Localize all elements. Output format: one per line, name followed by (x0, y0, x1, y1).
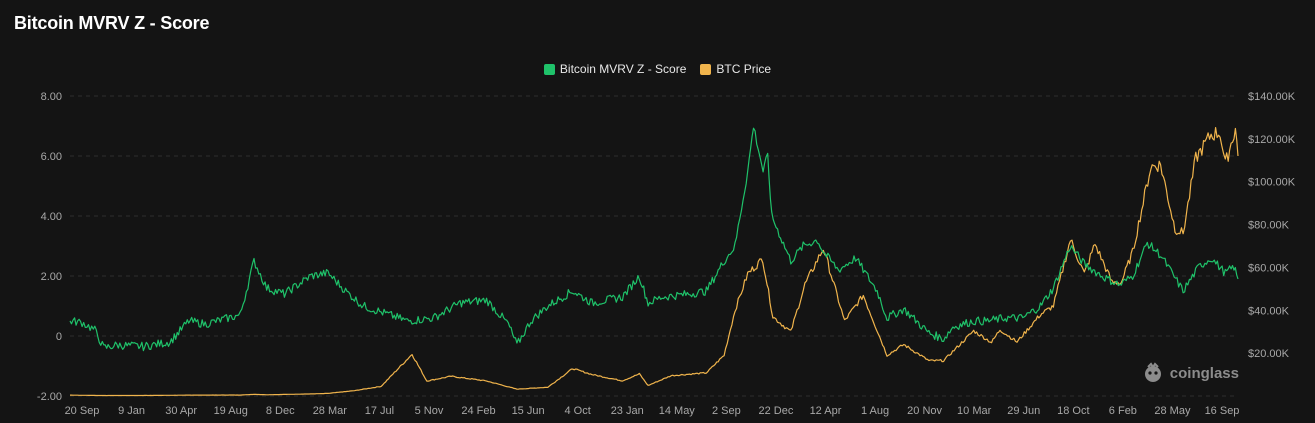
y-left-tick-label: 6.00 (41, 151, 62, 163)
x-tick-label: 19 Aug (214, 405, 248, 417)
mvrv-zscore-line[interactable] (69, 127, 1239, 352)
x-tick-label: 28 Mar (313, 405, 348, 417)
legend-item-zscore[interactable]: Bitcoin MVRV Z - Score (543, 62, 687, 76)
x-tick-label: 20 Sep (65, 405, 100, 417)
x-tick-label: 18 Oct (1057, 405, 1089, 417)
x-tick-label: 4 Oct (565, 405, 591, 417)
x-tick-label: 28 May (1154, 405, 1191, 417)
x-tick-label: 29 Jun (1007, 405, 1040, 417)
x-tick-label: 2 Sep (712, 405, 741, 417)
x-tick-label: 1 Aug (861, 405, 889, 417)
x-tick-label: 16 Sep (1205, 405, 1240, 417)
y-right-tick-label: $100.00K (1248, 177, 1296, 189)
y-right-tick-label: $60.00K (1248, 262, 1290, 274)
coinglass-logo-icon (1144, 362, 1161, 382)
legend-swatch-price (700, 63, 712, 75)
coinglass-watermark: coinglass (1142, 362, 1239, 384)
y-left-tick-label: -2.00 (37, 391, 62, 403)
y-right-tick-label: $20.00K (1248, 348, 1290, 360)
y-left-tick-label: 0 (56, 331, 62, 343)
x-tick-label: 8 Dec (266, 405, 295, 417)
x-tick-label: 14 May (659, 405, 696, 417)
x-axis: 20 Sep 9 Jan 30 Apr 19 Aug 8 Dec 28 Mar 17 Jul… (65, 405, 1240, 417)
x-tick-label: 6 Feb (1109, 405, 1137, 417)
x-tick-label: 5 Nov (415, 405, 444, 417)
x-tick-label: 24 Feb (461, 405, 495, 417)
watermark-text: coinglass (1169, 364, 1239, 382)
legend-item-price[interactable]: BTC Price (700, 62, 771, 76)
x-tick-label: 12 Apr (810, 405, 842, 417)
chart-legend: Bitcoin MVRV Z - Score BTC Price (0, 62, 1315, 76)
x-tick-label: 17 Jul (365, 405, 394, 417)
legend-label-zscore: Bitcoin MVRV Z - Score (559, 62, 687, 76)
x-tick-label: 20 Nov (907, 405, 942, 417)
series-layer (69, 127, 1239, 397)
y-right-tick-label: $140.00K (1248, 91, 1296, 103)
legend-label-price: BTC Price (716, 62, 772, 76)
legend-swatch-zscore (543, 63, 555, 75)
x-tick-label: 9 Jan (118, 405, 145, 417)
y-left-tick-label: 8.00 (41, 91, 62, 103)
y-right-tick-label: $40.00K (1248, 305, 1290, 317)
right-axis: $20.00K $40.00K $60.00K $80.00K $100.00K $120… (1248, 91, 1296, 360)
x-tick-label: 22 Dec (758, 405, 793, 417)
y-right-tick-label: $80.00K (1248, 220, 1290, 232)
x-tick-label: 30 Apr (165, 405, 197, 417)
x-tick-label: 10 Mar (957, 405, 992, 417)
x-tick-label: 23 Jan (611, 405, 644, 417)
left-axis: -2.00 0 2.00 4.00 6.00 8.00 (37, 91, 62, 403)
grid-lines (70, 95, 1238, 397)
y-left-tick-label: 2.00 (41, 271, 62, 283)
chart-title: Bitcoin MVRV Z - Score (14, 13, 210, 33)
y-right-tick-label: $120.00K (1248, 134, 1296, 146)
btc-price-line[interactable] (70, 127, 1239, 397)
x-tick-label: 15 Jun (512, 405, 545, 417)
y-left-tick-label: 4.00 (41, 211, 62, 223)
